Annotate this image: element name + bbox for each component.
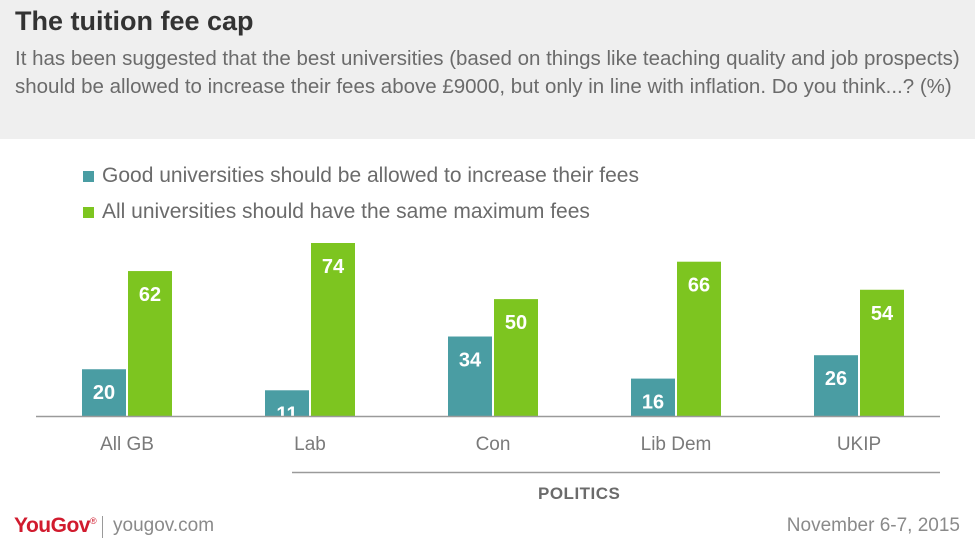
bar	[677, 261, 721, 416]
category-tick-label: Con	[476, 434, 511, 455]
data-label: 11	[276, 403, 297, 425]
data-label: 50	[505, 312, 527, 334]
bar	[494, 299, 538, 416]
legend-item-same-max: All universities should have the same ma…	[83, 194, 639, 230]
footer-site: yougov.com	[113, 515, 215, 536]
yougov-logo: YouGov®	[14, 514, 97, 538]
bar	[128, 271, 172, 416]
legend: Good universities should be allowed to i…	[83, 158, 639, 230]
bar	[448, 336, 492, 416]
bar	[860, 289, 904, 416]
data-label: 20	[93, 382, 115, 404]
data-label: 16	[642, 392, 664, 414]
footer-date: November 6-7, 2015	[786, 515, 960, 536]
footer-divider	[102, 516, 103, 538]
header-band: The tuition fee cap It has been suggeste…	[0, 0, 975, 139]
category-tick-label: All GB	[100, 434, 154, 455]
chart-title: The tuition fee cap	[15, 6, 254, 36]
logo-registered-mark: ®	[89, 516, 97, 526]
data-label: 74	[322, 256, 345, 278]
legend-swatch-green	[83, 206, 94, 218]
legend-item-increase: Good universities should be allowed to i…	[83, 158, 639, 194]
chart-subtitle: It has been suggested that the best univ…	[15, 47, 960, 98]
category-tick-label: Lab	[294, 434, 326, 455]
category-tick-label: Lib Dem	[641, 434, 712, 455]
bar	[311, 243, 355, 416]
data-label: 26	[825, 368, 847, 390]
bar	[631, 378, 675, 416]
bar	[82, 369, 126, 416]
logo-text: YouGov	[14, 514, 90, 537]
legend-swatch-teal	[83, 170, 94, 182]
legend-label-same-max: All universities should have the same ma…	[102, 200, 590, 223]
bar	[265, 390, 309, 416]
data-label: 62	[139, 284, 161, 306]
category-tick-label: UKIP	[837, 434, 881, 455]
data-label: 34	[459, 350, 482, 372]
data-label: 54	[871, 303, 894, 325]
category-group-label: POLITICS	[538, 484, 621, 503]
bar	[814, 355, 858, 416]
data-label: 66	[688, 275, 710, 297]
legend-label-increase: Good universities should be allowed to i…	[102, 164, 639, 187]
